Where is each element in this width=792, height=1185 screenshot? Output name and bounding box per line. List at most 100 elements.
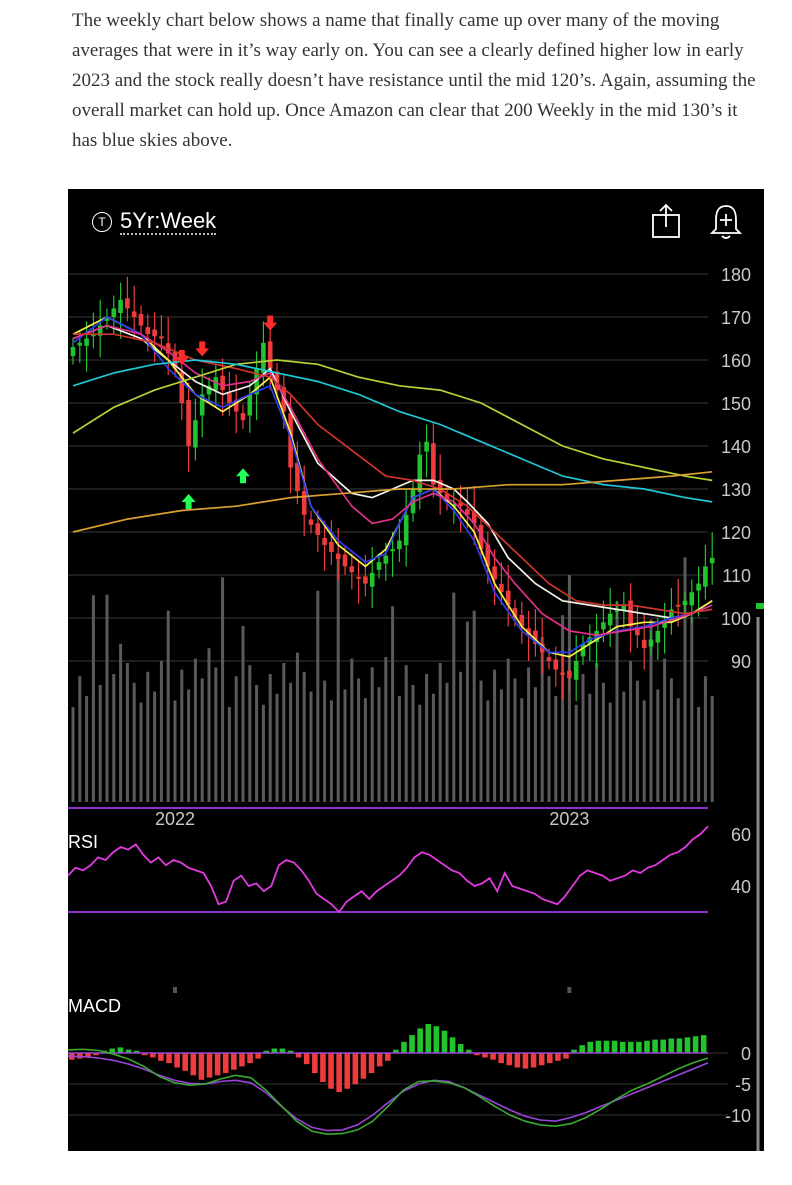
- macd-histogram-bar: [506, 1053, 513, 1066]
- macd-histogram-bar: [263, 1050, 270, 1053]
- volume-bar: [105, 594, 109, 802]
- candle-body: [519, 614, 525, 627]
- macd-histogram-bar: [376, 1053, 383, 1067]
- volume-bar: [166, 610, 170, 802]
- price-tick-label: 180: [721, 265, 751, 285]
- macd-histogram-bar: [174, 1053, 180, 1068]
- candle-body: [526, 628, 531, 636]
- volume-bar: [146, 671, 150, 802]
- volume-bar: [78, 676, 82, 802]
- volume-bar: [622, 691, 626, 802]
- volume-bar: [635, 680, 639, 802]
- volume-bar: [493, 669, 497, 802]
- macd-histogram-bar: [660, 1039, 666, 1053]
- bell-plus-icon[interactable]: [706, 201, 746, 241]
- macd-histogram-bar: [571, 1049, 577, 1053]
- candle-body: [689, 592, 695, 606]
- volume-bar: [431, 693, 435, 802]
- macd-histogram-bar: [312, 1053, 318, 1074]
- macd-histogram-bar: [214, 1053, 221, 1076]
- volume-bar: [377, 687, 381, 802]
- rsi-line: [68, 825, 709, 914]
- macd-histogram-bar: [271, 1048, 278, 1053]
- candle-body: [281, 387, 287, 412]
- candle-body: [220, 375, 225, 391]
- macd-histogram-bar: [320, 1053, 326, 1083]
- macd-histogram-bar: [700, 1035, 707, 1053]
- ticker-info-icon[interactable]: T: [92, 212, 112, 232]
- candle-body: [342, 554, 348, 567]
- candle-body: [397, 540, 402, 550]
- candle-body: [152, 329, 157, 337]
- candle-body: [390, 549, 395, 552]
- volume-bar: [540, 637, 544, 802]
- candle-body: [315, 523, 321, 535]
- price-tick-label: 100: [721, 609, 751, 629]
- candle-body: [709, 557, 715, 564]
- volume-bar: [676, 698, 680, 802]
- x-axis-year-label: 2022: [155, 809, 195, 829]
- candle-body: [261, 342, 266, 374]
- volume-bar: [357, 678, 361, 802]
- candle-body: [227, 393, 232, 403]
- volume-bar: [554, 696, 558, 802]
- candle-body: [145, 327, 151, 335]
- volume-bar: [91, 595, 95, 802]
- price-tick-label: 130: [721, 480, 751, 500]
- macd-histogram-bar: [441, 1030, 448, 1053]
- macd-histogram-bar: [239, 1053, 245, 1067]
- macd-tick-label: -5: [735, 1075, 751, 1095]
- volume-bar: [404, 665, 408, 802]
- volume-bar: [574, 704, 578, 802]
- volume-bar: [241, 626, 245, 802]
- macd-histogram-bar: [482, 1053, 488, 1058]
- macd-histogram-bar: [93, 1053, 99, 1056]
- macd-histogram-bar: [141, 1053, 148, 1056]
- period-label[interactable]: 5Yr:Week: [120, 208, 217, 235]
- candle-body: [233, 399, 239, 412]
- candle-body: [703, 566, 708, 587]
- candle-body: [111, 308, 117, 317]
- volume-bar: [234, 676, 238, 802]
- macd-histogram-bar: [433, 1026, 440, 1053]
- candle-body: [424, 441, 429, 452]
- candle-body: [601, 622, 606, 630]
- macd-histogram-bar: [190, 1053, 197, 1076]
- chart-canvas: 90 100 110 120 130 140 150 160 170 180 2022 2023 R…: [68, 265, 764, 1151]
- moving-average-line: [73, 333, 713, 615]
- macd-histogram-bar: [117, 1047, 124, 1053]
- volume-bar: [479, 680, 483, 802]
- candle-body: [614, 609, 620, 612]
- period-selector[interactable]: T 5Yr:Week: [92, 207, 217, 237]
- macd-histogram-bar: [611, 1040, 618, 1053]
- share-icon[interactable]: [646, 201, 686, 241]
- macd-histogram-bar: [166, 1053, 172, 1064]
- macd-histogram-bar: [303, 1053, 310, 1065]
- candle-body: [383, 555, 389, 564]
- volume-bar: [533, 687, 537, 802]
- macd-histogram-bar: [393, 1049, 399, 1053]
- candle-body: [669, 609, 674, 622]
- volume-bar: [663, 658, 667, 802]
- macd-histogram-bar: [222, 1053, 229, 1074]
- macd-histogram-bar: [133, 1050, 140, 1053]
- macd-histogram-bar: [627, 1041, 634, 1053]
- candle-body: [512, 608, 518, 618]
- candle-body: [628, 600, 633, 627]
- macd-line: [68, 1048, 709, 1136]
- macd-histogram-bar: [425, 1023, 432, 1053]
- macd-histogram-bar: [360, 1053, 367, 1079]
- candle-body: [641, 639, 647, 649]
- macd-histogram-bar: [498, 1053, 504, 1064]
- candle-body: [478, 524, 484, 550]
- macd-histogram-bar: [636, 1041, 642, 1053]
- candle-body: [635, 626, 640, 636]
- candle-body: [91, 334, 96, 337]
- candle-body: [560, 672, 565, 675]
- macd-histogram-bar: [457, 1044, 464, 1053]
- candle-body: [308, 519, 314, 525]
- volume-bar: [261, 704, 265, 802]
- volume-bar: [316, 590, 320, 802]
- volume-bar: [85, 696, 89, 802]
- candle-body: [437, 480, 443, 494]
